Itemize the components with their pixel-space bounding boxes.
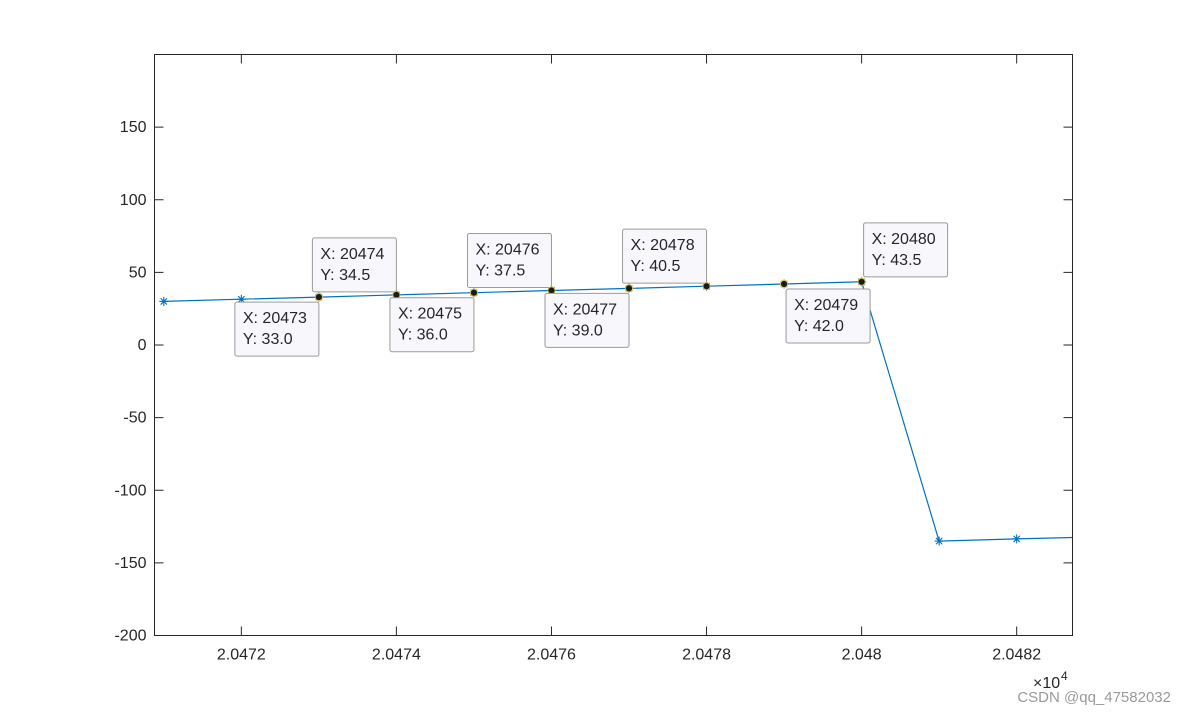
datatip-y-label: Y: 39.0: [553, 322, 603, 339]
datatip-x-label: X: 20475: [398, 306, 462, 323]
datatip-y-label: Y: 33.0: [243, 331, 293, 348]
datatip[interactable]: X: 20473 Y: 33.0: [234, 292, 323, 357]
datatip-y-label: Y: 42.0: [794, 318, 844, 335]
datatip[interactable]: X: 20474 Y: 34.5: [311, 237, 401, 299]
datatip-y-label: Y: 37.5: [475, 263, 525, 280]
x-tick-label: 2.0474: [372, 647, 421, 664]
y-tick-label: 100: [120, 192, 147, 209]
x-exponent-label: ×10 4: [1033, 669, 1068, 692]
datatip[interactable]: X: 20480 Y: 43.5: [857, 222, 949, 286]
datatip-y-label: Y: 34.5: [320, 267, 370, 284]
datatip[interactable]: X: 20477 Y: 39.0: [544, 284, 634, 348]
x-exponent-power: 4: [1061, 669, 1068, 683]
data-point-marker: [159, 296, 169, 306]
datatip-point: [857, 277, 866, 286]
x-tick-label: 2.0472: [217, 647, 266, 664]
datatip-y-label: Y: 40.5: [631, 258, 681, 275]
y-tick-label: -100: [114, 482, 146, 499]
datatip-box: [466, 233, 552, 289]
datatip[interactable]: X: 20478 Y: 40.5: [622, 228, 711, 291]
datatips-layer: X: 20473 Y: 33.0 X: 20474 Y: 34.5 X: 20475 Y:…: [234, 222, 949, 357]
datatip-point: [314, 292, 323, 302]
datatip-x-label: X: 20480: [872, 231, 936, 248]
watermark-text: CSDN @qq_47582032: [1017, 689, 1171, 706]
x-exponent-base: ×10: [1033, 675, 1060, 692]
datatip[interactable]: X: 20479 Y: 42.0: [779, 279, 871, 344]
datatip-point: [779, 279, 789, 289]
y-tick-label: 50: [129, 264, 147, 281]
data-point-marker: [1012, 534, 1022, 544]
datatip-y-label: Y: 36.0: [398, 327, 448, 344]
datatip-point: [624, 284, 634, 293]
datatip[interactable]: X: 20475 Y: 36.0: [389, 288, 479, 353]
datatip-box: [544, 292, 630, 348]
datatip-box: [785, 288, 871, 344]
datatip-point: [469, 288, 479, 297]
datatip-box: [311, 237, 397, 293]
y-tick-label: 0: [138, 337, 147, 354]
datatip-x-label: X: 20474: [320, 246, 384, 263]
datatip-x-label: X: 20479: [794, 297, 858, 314]
datatip-x-label: X: 20477: [553, 301, 617, 318]
y-tick-label: -50: [123, 410, 146, 427]
y-tick-label: -200: [114, 628, 146, 645]
x-tick-label: 2.0476: [527, 647, 576, 664]
data-point-marker: [934, 536, 944, 546]
datatip-x-label: X: 20478: [631, 237, 695, 254]
y-tick-label: -150: [114, 555, 146, 572]
datatip-box: [622, 228, 708, 284]
datatip[interactable]: X: 20476 Y: 37.5: [466, 233, 556, 295]
datatip-point: [702, 282, 711, 291]
datatip-box: [389, 297, 475, 353]
datatip-y-label: Y: 43.5: [872, 252, 922, 269]
ticks-layer: 2.0472 2.0474 2.0476 2.0478 2.048 2.0482 150 10…: [114, 54, 1073, 664]
x-tick-label: 2.048: [842, 647, 882, 664]
y-tick-label: 150: [120, 119, 147, 136]
datatip-x-label: X: 20476: [475, 242, 539, 259]
datatip-x-label: X: 20473: [243, 310, 307, 327]
x-tick-label: 2.0482: [992, 647, 1041, 664]
x-tick-label: 2.0478: [682, 647, 731, 664]
datatip-box: [234, 301, 320, 357]
datatip-box: [863, 222, 949, 278]
